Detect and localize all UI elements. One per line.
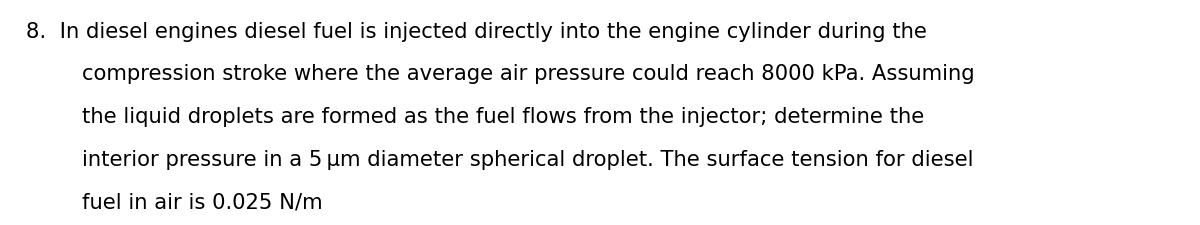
- Text: the liquid droplets are formed as the fuel flows from the injector; determine th: the liquid droplets are formed as the fu…: [82, 107, 924, 127]
- Text: compression stroke where the average air pressure could reach 8000 kPa. Assuming: compression stroke where the average air…: [82, 64, 974, 84]
- Text: 8.  In diesel engines diesel fuel is injected directly into the engine cylinder : 8. In diesel engines diesel fuel is inje…: [26, 22, 928, 43]
- Text: fuel in air is 0.025 N/m: fuel in air is 0.025 N/m: [82, 192, 323, 212]
- Text: interior pressure in a 5 μm diameter spherical droplet. The surface tension for : interior pressure in a 5 μm diameter sph…: [82, 150, 973, 170]
